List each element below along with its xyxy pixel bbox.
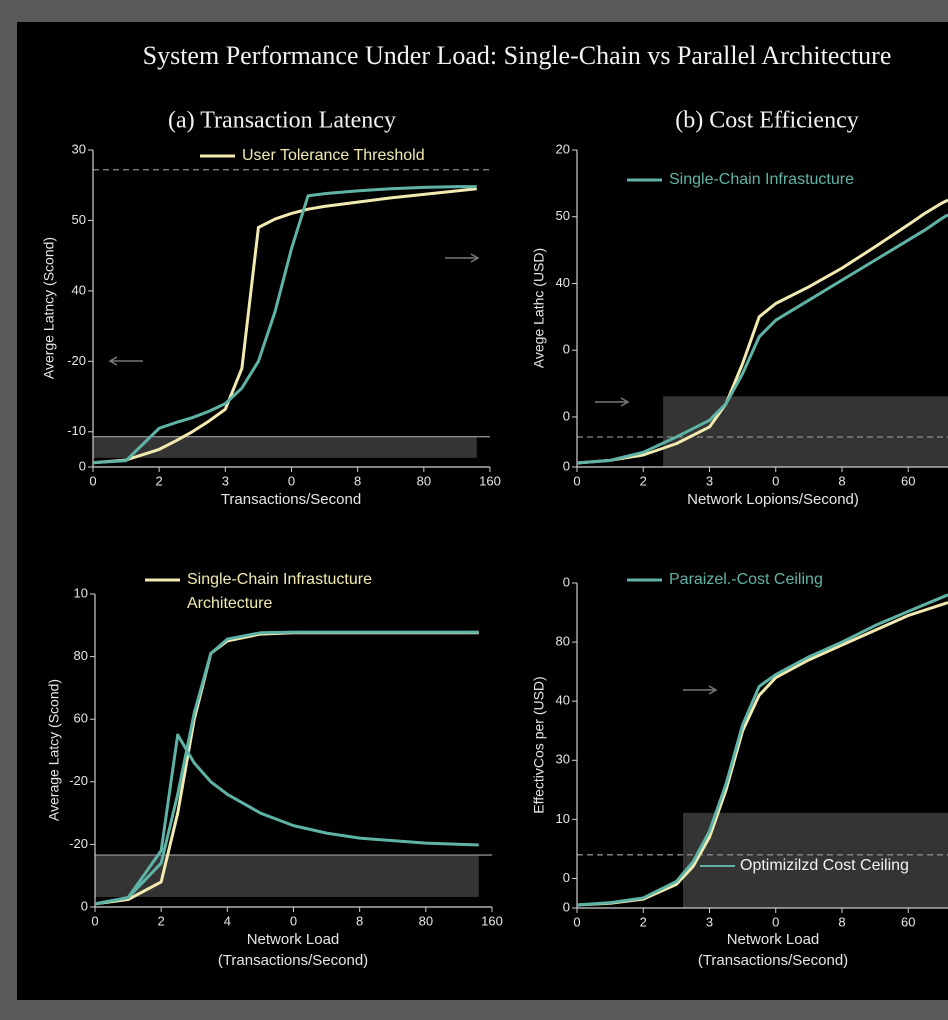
series-line [576, 593, 948, 907]
y-tick-label: -10 [67, 423, 86, 438]
shaded-band [683, 812, 948, 908]
y-tick-label: 10 [74, 585, 88, 600]
x-tick-label: 3 [222, 473, 229, 488]
y-tick-label: 50 [72, 212, 86, 227]
x-tick-label: 0 [772, 473, 779, 488]
panel-title: (a) Transaction Latency [168, 108, 396, 134]
series-line [94, 630, 479, 906]
series-line [92, 187, 477, 465]
y-tick-label: -20 [69, 836, 88, 851]
y-tick-label: 0 [563, 870, 570, 885]
y-tick-label: 10 [556, 811, 570, 826]
series-line [576, 601, 948, 907]
x-tick-label: 0 [290, 913, 297, 928]
y-tick-label: -20 [67, 353, 86, 368]
annotation: Optimizilzd Cost Ceiling [740, 857, 909, 874]
x-tick-label: 8 [354, 473, 361, 488]
y-tick-label: 0 [79, 458, 86, 473]
x-tick-label: 8 [838, 914, 845, 929]
legend-label: Single-Chain Infrastucture Architecture [187, 571, 372, 612]
y-tick-label: 0 [81, 898, 88, 913]
y-tick-label: 80 [556, 634, 570, 649]
x-tick-label: 160 [479, 473, 501, 488]
x-axis-label: Network Lopions/Second) [687, 491, 859, 508]
x-tick-label: 4 [224, 913, 231, 928]
x-tick-label: 2 [158, 913, 165, 928]
y-tick-label: -20 [69, 773, 88, 788]
legend-label: Paraizel.-Cost Ceiling [669, 571, 823, 588]
arrows [108, 253, 718, 695]
x-tick-label: 160 [481, 913, 503, 928]
x-tick-label: 80 [419, 913, 433, 928]
x-tick-label: 60 [901, 914, 915, 929]
x-tick-label: 0 [91, 913, 98, 928]
y-axis-label: Average Latcy (Scond) [46, 679, 62, 821]
chart-title: System Performance Under Load: Single-Ch… [143, 41, 892, 70]
series-line [94, 733, 479, 906]
y-tick-label: 0 [563, 574, 570, 589]
panel-title: (b) Cost Efficiency [675, 108, 859, 134]
y-tick-label: 40 [72, 282, 86, 297]
legend-label: User Tolerance Threshold [242, 147, 425, 164]
y-tick-label: 50 [556, 208, 570, 223]
shaded-band [95, 855, 479, 897]
y-axis-label: EffectivCos per (USD) [531, 676, 547, 813]
y-axis-label: Averge Latncy (Scond) [41, 237, 57, 379]
series-line [92, 185, 477, 465]
series-line [576, 213, 948, 465]
y-tick-label: 0 [563, 408, 570, 423]
y-tick-label: 0 [563, 899, 570, 914]
series-line [576, 198, 948, 465]
shaded-band [93, 436, 477, 458]
x-tick-label: 8 [838, 473, 845, 488]
x-tick-label: 0 [288, 473, 295, 488]
y-tick-label: 20 [556, 141, 570, 156]
x-axis-label: Network Load (Transactions/Second) [218, 931, 368, 969]
x-axis-label: Transactions/Second [221, 491, 361, 508]
x-tick-label: 60 [901, 473, 915, 488]
x-tick-label: 2 [156, 473, 163, 488]
x-tick-label: 0 [89, 473, 96, 488]
y-tick-label: 40 [556, 275, 570, 290]
y-tick-label: 30 [556, 752, 570, 767]
x-tick-label: 3 [706, 914, 713, 929]
x-tick-label: 2 [640, 914, 647, 929]
legend-label: Single-Chain Infrastucture [669, 171, 854, 188]
x-axis-label: Network Load (Transactions/Second) [698, 931, 848, 969]
x-tick-label: 0 [573, 914, 580, 929]
y-tick-label: 0 [563, 342, 570, 357]
y-tick-label: 0 [563, 458, 570, 473]
x-tick-label: 3 [706, 473, 713, 488]
shaded-band [663, 396, 948, 467]
x-tick-label: 0 [573, 473, 580, 488]
y-tick-label: 30 [72, 141, 86, 156]
y-axis-label: Avege Lathc (USD) [531, 248, 547, 368]
x-tick-label: 80 [417, 473, 431, 488]
x-tick-label: 8 [356, 913, 363, 928]
y-tick-label: 40 [556, 693, 570, 708]
y-tick-label: 60 [74, 711, 88, 726]
x-tick-label: 0 [772, 914, 779, 929]
x-tick-label: 2 [640, 473, 647, 488]
y-tick-label: 80 [74, 648, 88, 663]
